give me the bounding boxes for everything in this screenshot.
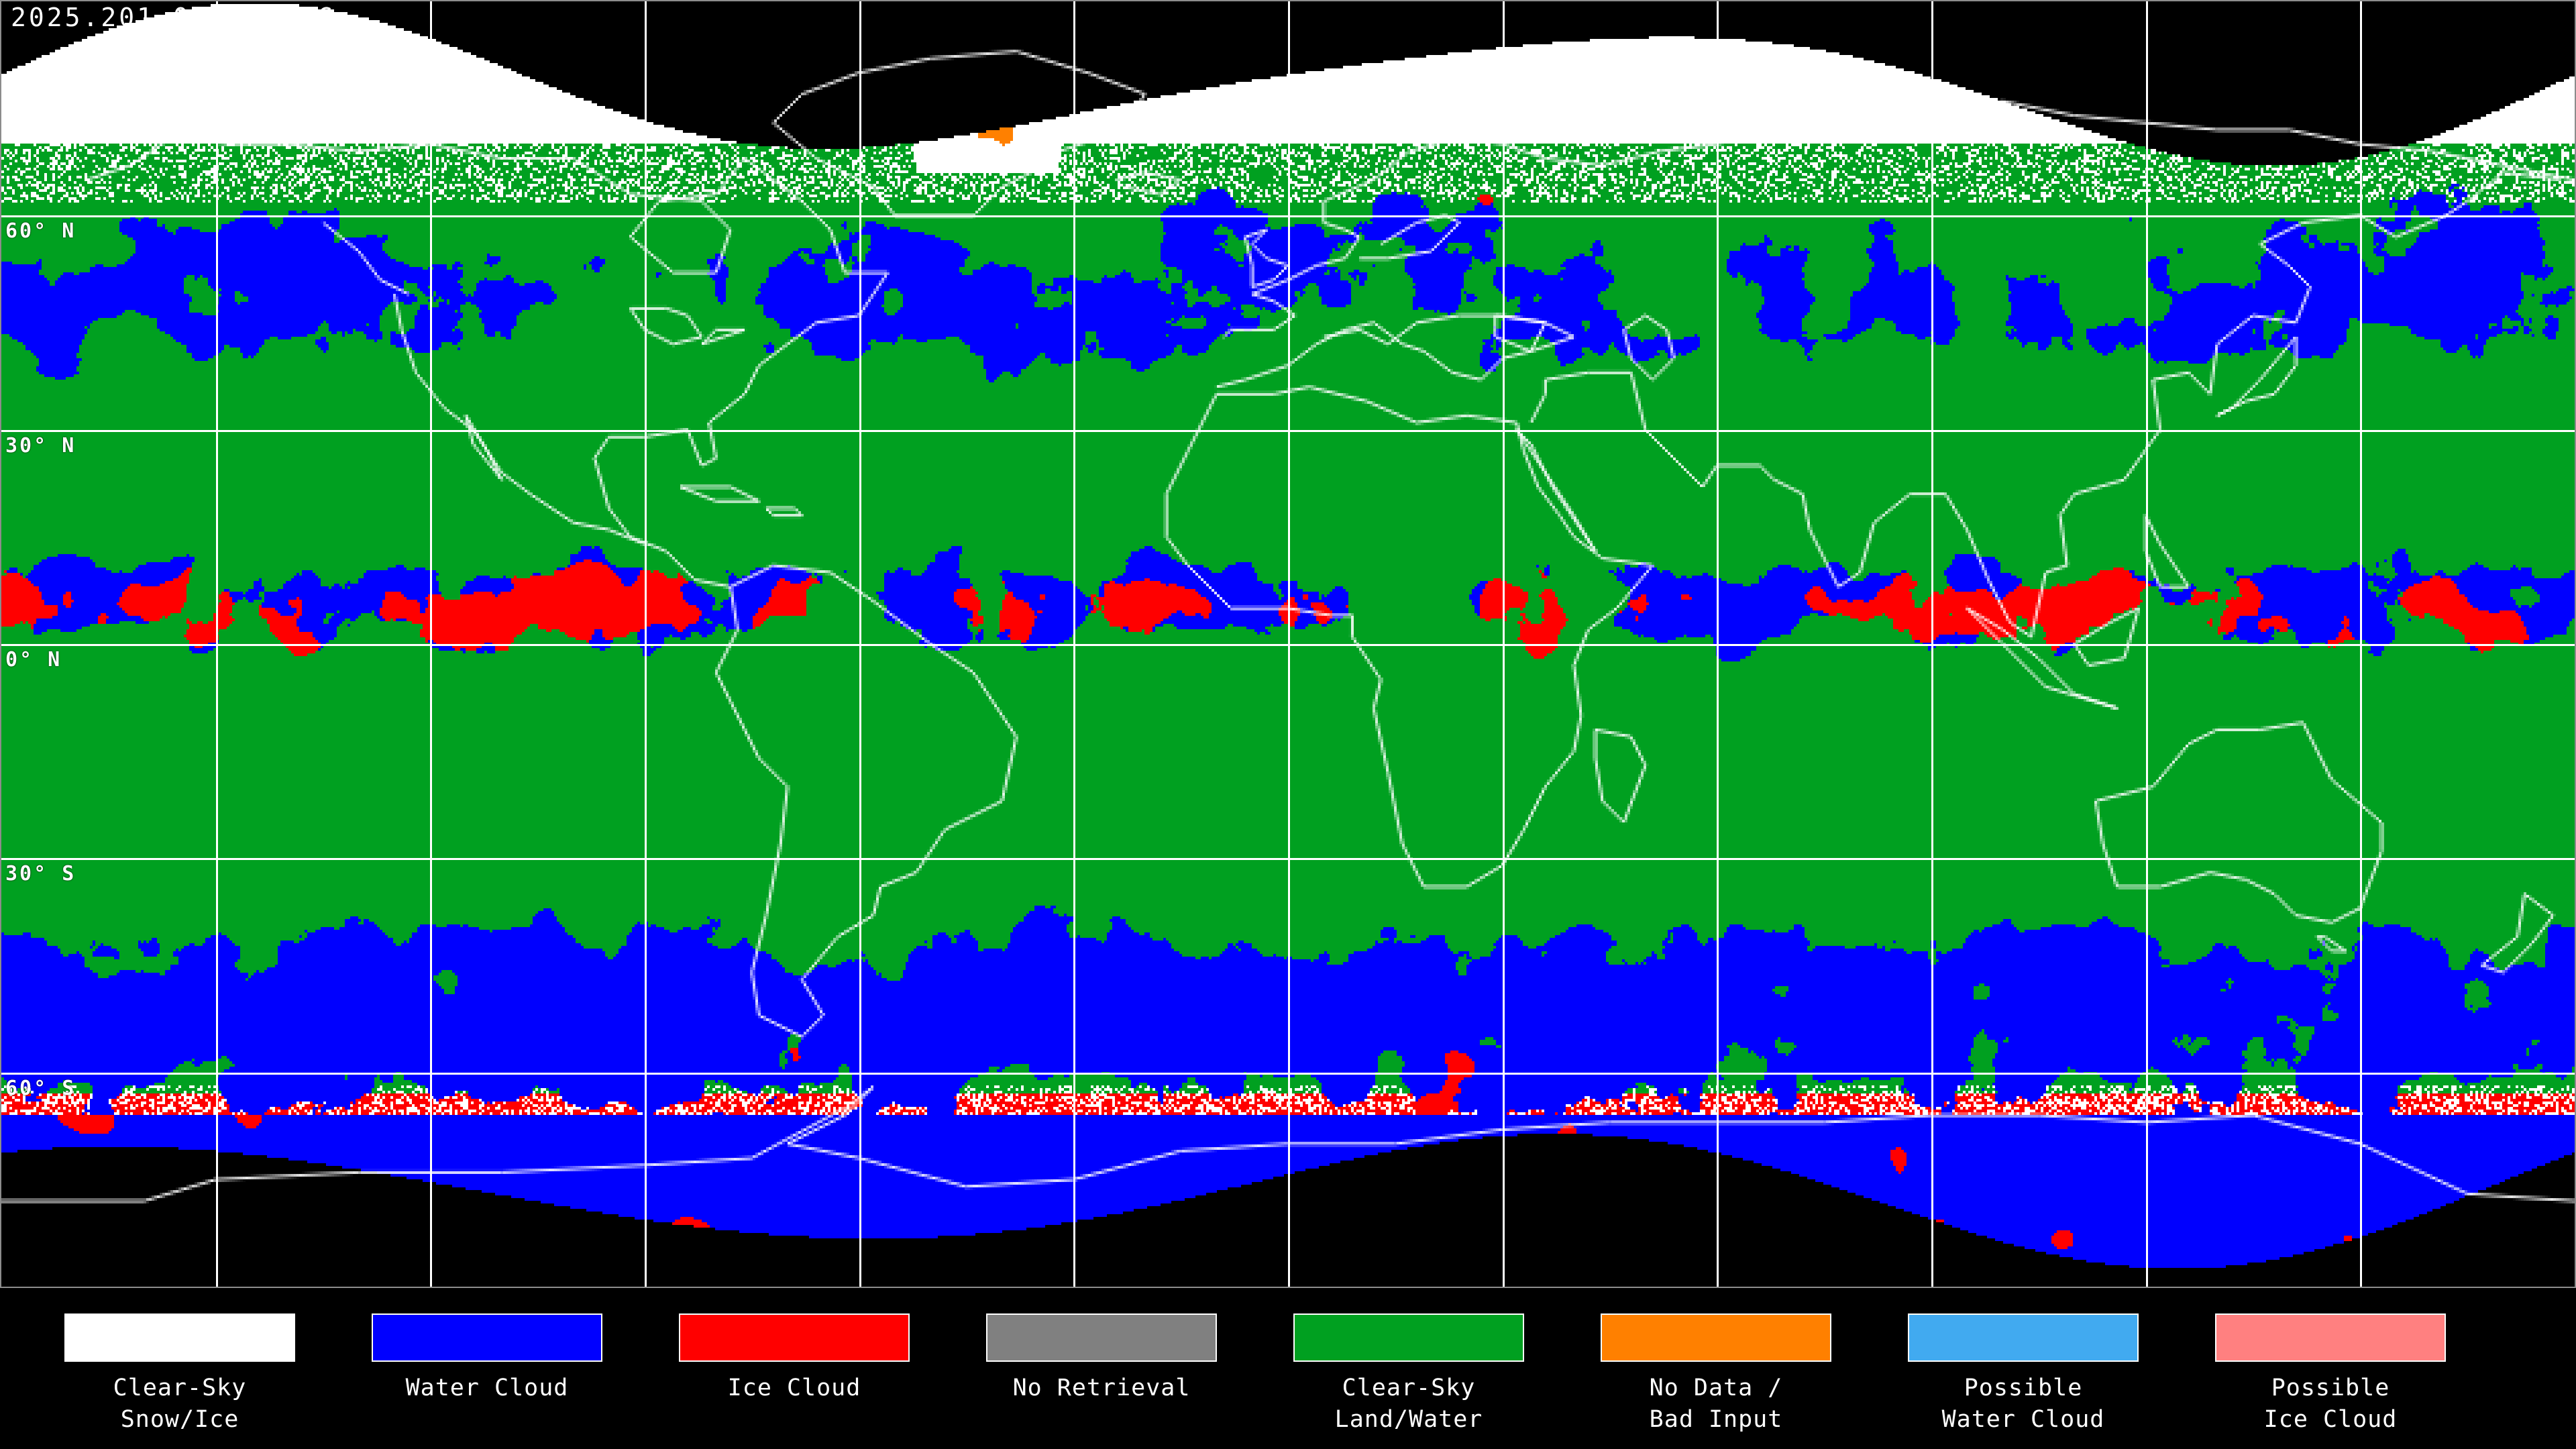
legend-swatch (372, 1313, 602, 1362)
cloud-phase-raster[interactable] (1, 1, 2575, 1287)
legend-item[interactable]: Possible Ice Cloud (2215, 1288, 2446, 1449)
legend-item[interactable]: Clear-Sky Land/Water (1293, 1288, 1524, 1449)
legend-item[interactable]: Clear-Sky Snow/Ice (64, 1288, 295, 1449)
legend-swatch (1601, 1313, 1831, 1362)
legend-label: Clear-Sky Snow/Ice (113, 1375, 247, 1433)
legend: Clear-Sky Snow/Ice Water Cloud Ice Cloud No… (0, 1288, 2576, 1449)
legend-label: Possible Ice Cloud (2263, 1375, 2398, 1433)
legend-item[interactable]: Possible Water Cloud (1908, 1288, 2139, 1449)
timestamp-label: 2025.201 08:00 UTC (11, 3, 335, 32)
legend-label: Water Cloud (405, 1375, 569, 1401)
legend-swatch (1908, 1313, 2139, 1362)
legend-label: No Data / Bad Input (1649, 1375, 1783, 1433)
legend-label: No Retrieval (1012, 1375, 1191, 1401)
legend-label: Clear-Sky Land/Water (1334, 1375, 1483, 1433)
map-panel[interactable]: 60° N 30° N 0° N 30° S 60° S 2025.201 08:00 … (0, 0, 2576, 1288)
legend-label: Ice Cloud (727, 1375, 861, 1401)
legend-item[interactable]: No Retrieval (986, 1288, 1217, 1449)
legend-item[interactable]: Ice Cloud (679, 1288, 910, 1449)
legend-label: Possible Water Cloud (1941, 1375, 2105, 1433)
legend-swatch (986, 1313, 1217, 1362)
legend-swatch (1293, 1313, 1524, 1362)
legend-swatch (679, 1313, 910, 1362)
legend-item[interactable]: No Data / Bad Input (1601, 1288, 1831, 1449)
legend-item[interactable]: Water Cloud (372, 1288, 602, 1449)
legend-swatch (2215, 1313, 2446, 1362)
legend-swatch (64, 1313, 295, 1362)
